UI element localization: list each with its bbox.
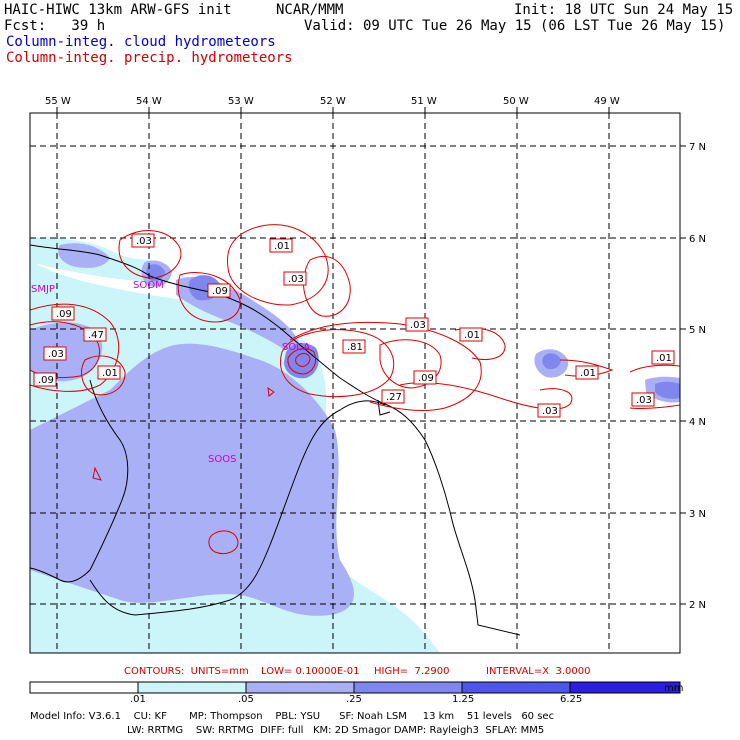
contour-label: .03 bbox=[405, 317, 429, 332]
latitude-labels: 7 N 6 N 5 N 4 N 3 N 2 N bbox=[689, 142, 706, 611]
coastline bbox=[30, 244, 521, 636]
station-label: SOCA bbox=[282, 342, 310, 353]
map-content: .03 .01 .03 .09 .09 .47 .03 .09 .01 .03 … bbox=[30, 113, 680, 653]
lat-label: 4 N bbox=[689, 417, 706, 428]
svg-text:.03: .03 bbox=[288, 274, 304, 285]
svg-text:.09: .09 bbox=[56, 309, 72, 320]
station-label: SOOM bbox=[133, 280, 164, 291]
lat-label: 5 N bbox=[689, 325, 706, 336]
valid-time: Valid: 09 UTC Tue 26 May 15 (06 LST Tue … bbox=[304, 18, 726, 34]
contour-label: .03 bbox=[43, 346, 67, 361]
lon-label: 49 W bbox=[594, 96, 620, 107]
contour-label: .09 bbox=[413, 370, 437, 385]
legend-value: 6.25 bbox=[560, 694, 583, 705]
longitude-labels: 55 W 54 W 53 W 52 W 51 W 50 W 49 W bbox=[45, 96, 620, 107]
station-labels: SMJP SOOM SOCA SOOS bbox=[31, 280, 310, 465]
lat-label: 2 N bbox=[689, 600, 706, 611]
legend-swatch bbox=[245, 681, 355, 694]
contour-label: .03 bbox=[131, 233, 155, 248]
plot-title: HAIC-HIWC 13km ARW-GFS init bbox=[4, 2, 232, 18]
svg-text:.47: .47 bbox=[88, 330, 104, 341]
svg-text:.09: .09 bbox=[38, 375, 54, 386]
contours-interval: INTERVAL=X 3.0000 bbox=[486, 666, 591, 677]
svg-text:.09: .09 bbox=[212, 286, 228, 297]
field-cloud-label: Column-integ. cloud hydrometeors bbox=[6, 34, 276, 50]
station-label: SMJP bbox=[31, 284, 55, 295]
lat-label: 3 N bbox=[689, 509, 706, 520]
legend-swatch bbox=[461, 681, 571, 694]
lat-label: 7 N bbox=[689, 142, 706, 153]
contour-label: .01 bbox=[97, 365, 121, 380]
contour-label: .01 bbox=[269, 238, 293, 253]
lon-label: 52 W bbox=[320, 96, 346, 107]
contours-high: HIGH= 7.2900 bbox=[374, 666, 450, 677]
legend-units: mm bbox=[664, 683, 684, 694]
station-label: SOOS bbox=[208, 454, 236, 465]
svg-text:.01: .01 bbox=[102, 368, 118, 379]
model-info-line1: Model Info: V3.6.1 CU: KF MP: Thompson P… bbox=[30, 711, 555, 722]
svg-text:.03: .03 bbox=[48, 349, 64, 360]
legend-value: .25 bbox=[346, 694, 362, 705]
init-time: Init: 18 UTC Sun 24 May 15 bbox=[514, 2, 734, 18]
forecast-hour: Fcst: 39 h bbox=[4, 18, 106, 34]
legend-value: .01 bbox=[130, 694, 146, 705]
lon-label: 54 W bbox=[136, 96, 162, 107]
svg-text:.03: .03 bbox=[636, 395, 652, 406]
lat-lon-grid bbox=[30, 113, 680, 653]
contour-label: .27 bbox=[381, 389, 405, 404]
lon-label: 50 W bbox=[503, 96, 529, 107]
contour-label: .09 bbox=[207, 283, 231, 298]
lon-label: 51 W bbox=[411, 96, 437, 107]
contour-label: .03 bbox=[631, 392, 655, 407]
legend-value: 1.25 bbox=[452, 694, 475, 705]
map-frame bbox=[29, 112, 681, 654]
model-info-line2: LW: RRTMG SW: RRTMG DIFF: full KM: 2D Sm… bbox=[127, 725, 545, 736]
contour-label: .81 bbox=[342, 339, 366, 354]
svg-text:.09: .09 bbox=[418, 373, 434, 384]
legend-swatch bbox=[29, 681, 139, 694]
field-precip-label: Column-integ. precip. hydrometeors bbox=[6, 50, 293, 66]
lat-label: 6 N bbox=[689, 234, 706, 245]
svg-text:.03: .03 bbox=[410, 320, 426, 331]
top-ticks bbox=[56, 107, 610, 113]
legend-swatch bbox=[353, 681, 463, 694]
svg-text:.81: .81 bbox=[347, 342, 363, 353]
legend-colorbar bbox=[29, 681, 681, 694]
legend-swatch bbox=[569, 681, 681, 694]
legend-swatch bbox=[137, 681, 247, 694]
contours-units: CONTOURS: UNITS=mm bbox=[124, 666, 249, 677]
svg-text:.01: .01 bbox=[274, 241, 290, 252]
svg-text:.01: .01 bbox=[580, 368, 596, 379]
lon-label: 55 W bbox=[45, 96, 71, 107]
right-ticks bbox=[680, 145, 686, 605]
organization-label: NCAR/MMM bbox=[276, 2, 344, 18]
lon-label: 53 W bbox=[228, 96, 254, 107]
contour-label: .47 bbox=[83, 327, 107, 342]
contour-label: .09 bbox=[51, 306, 75, 321]
contour-label: .09 bbox=[33, 372, 57, 387]
svg-text:.01: .01 bbox=[656, 353, 672, 364]
contour-label: .01 bbox=[575, 365, 599, 380]
legend-value: .05 bbox=[238, 694, 254, 705]
svg-text:.03: .03 bbox=[542, 406, 558, 417]
contour-label: .03 bbox=[283, 271, 307, 286]
contour-label: .03 bbox=[537, 403, 561, 418]
contours-low: LOW= 0.10000E-01 bbox=[261, 666, 360, 677]
svg-text:.03: .03 bbox=[136, 236, 152, 247]
contour-label: .01 bbox=[459, 327, 483, 342]
contour-label: .01 bbox=[651, 350, 675, 365]
contour-labels: .03 .01 .03 .09 .09 .47 .03 .09 .01 .03 … bbox=[33, 233, 675, 418]
svg-text:.01: .01 bbox=[464, 330, 480, 341]
shade-cloud-medium bbox=[30, 243, 680, 616]
svg-text:.27: .27 bbox=[386, 392, 402, 403]
